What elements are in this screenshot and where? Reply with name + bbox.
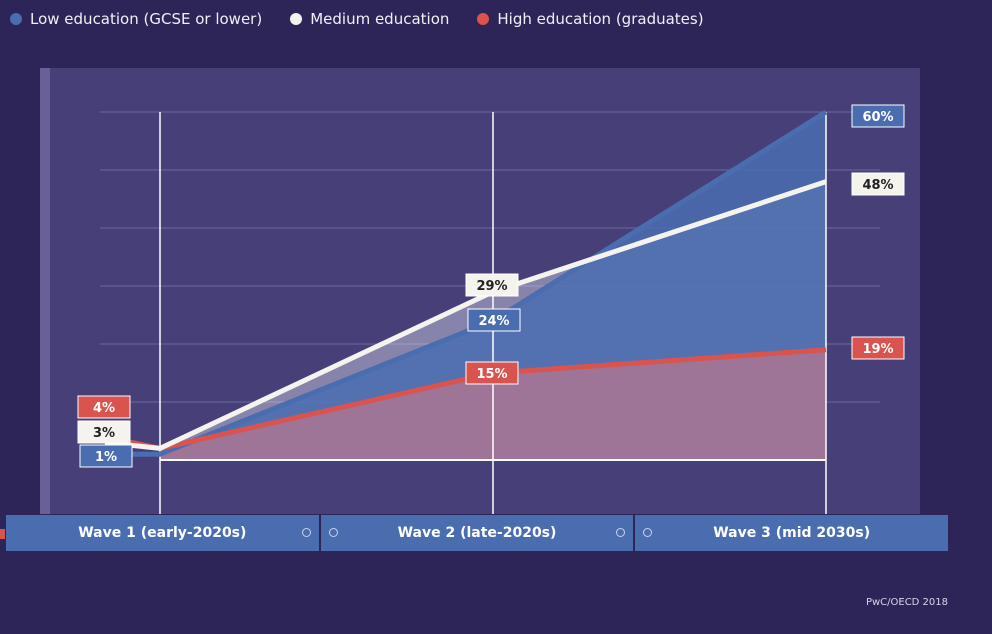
legend-label-low: Low education (GCSE or lower)	[30, 10, 263, 28]
legend-dot-high	[477, 13, 490, 25]
wave-bar-marker	[0, 529, 5, 539]
legend: Low education (GCSE or lower) Medium edu…	[10, 10, 704, 28]
plot-left-edge	[40, 68, 50, 514]
source-credit: PwC/OECD 2018	[865, 597, 948, 608]
data-label-box	[851, 104, 905, 128]
data-label: 4%	[93, 401, 115, 416]
data-label: 19%	[862, 342, 893, 357]
data-label: 60%	[862, 110, 893, 125]
wave-3-segment: Wave 3 (mid 2030s)	[635, 515, 949, 551]
circle-icon	[643, 528, 653, 537]
wave-1-segment: Wave 1 (early-2020s)	[6, 515, 321, 551]
legend-item-medium: Medium education	[290, 10, 449, 28]
data-label: 48%	[862, 178, 893, 193]
data-label-box	[465, 273, 519, 297]
data-label-box	[851, 172, 905, 196]
data-label: 1%	[95, 450, 117, 465]
data-label-box	[851, 336, 905, 360]
series-line-2	[104, 347, 827, 451]
data-label-box	[467, 308, 521, 332]
data-label-box	[465, 361, 519, 385]
wave-2-segment: Wave 2 (late-2020s)	[320, 515, 636, 551]
wave-axis: Wave 1 (early-2020s) Wave 2 (late-2020s)…	[6, 515, 949, 551]
data-label-box	[79, 444, 133, 468]
wave-2-label: Wave 2 (late-2020s)	[397, 525, 557, 541]
legend-item-high: High education (graduates)	[477, 10, 704, 28]
circle-icon	[328, 528, 338, 537]
data-label: 24%	[478, 314, 509, 329]
wave-1-label: Wave 1 (early-2020s)	[78, 525, 247, 541]
legend-dot-medium	[290, 13, 303, 25]
wave-3-label: Wave 3 (mid 2030s)	[713, 525, 871, 541]
data-label-box	[77, 420, 131, 444]
data-label: 3%	[93, 426, 115, 441]
data-label-box	[77, 395, 131, 419]
legend-dot-low	[10, 13, 22, 25]
circle-icon	[301, 528, 311, 537]
data-label: 15%	[476, 367, 507, 382]
legend-item-low: Low education (GCSE or lower)	[10, 10, 262, 28]
data-label: 29%	[476, 279, 507, 294]
legend-label-high: High education (graduates)	[497, 10, 704, 28]
circle-icon	[616, 528, 626, 537]
legend-label-medium: Medium education	[310, 10, 450, 28]
